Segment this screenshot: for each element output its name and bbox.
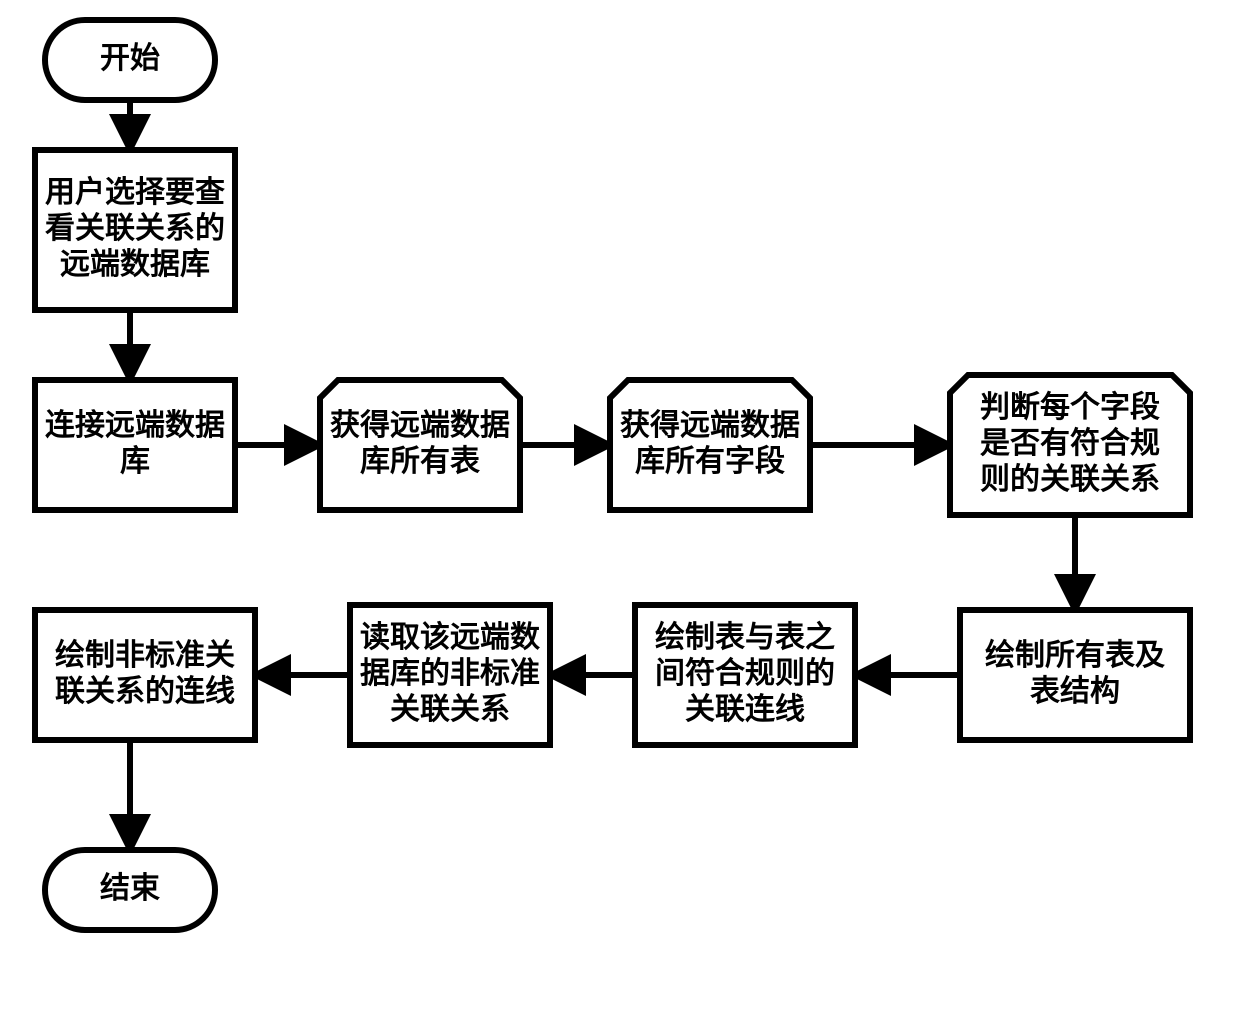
node-text-line: 绘制表与表之 — [655, 620, 835, 654]
node-n7: 绘制表与表之间符合规则的关联连线 — [635, 605, 855, 745]
node-n9: 绘制非标准关联关系的连线 — [35, 610, 255, 740]
node-text-line: 获得远端数据 — [330, 409, 510, 442]
node-text-line: 获得远端数据 — [620, 409, 800, 442]
node-text-line: 库 — [120, 445, 150, 478]
node-n1: 用户选择要查看关联关系的远端数据库 — [35, 150, 235, 310]
node-text-line: 是否有符合规 — [980, 426, 1160, 460]
node-text-line: 结束 — [100, 872, 160, 905]
node-text-line: 看关联关系的 — [45, 212, 225, 245]
node-n8: 读取该远端数据库的非标准关联关系 — [350, 605, 550, 745]
node-text-line: 连接远端数据 — [45, 409, 225, 442]
node-text-line: 远端数据库 — [60, 248, 210, 281]
node-n3: 获得远端数据库所有表 — [320, 380, 520, 510]
flowchart-canvas: 开始用户选择要查看关联关系的远端数据库连接远端数据库获得远端数据库所有表获得远端… — [0, 0, 1240, 1029]
node-text-line: 库所有字段 — [635, 444, 785, 478]
node-text-line: 关联关系 — [390, 693, 510, 726]
node-text-line: 读取该远端数 — [360, 621, 541, 654]
node-n6: 绘制所有表及表结构 — [960, 610, 1190, 740]
node-text-line: 据库的非标准 — [360, 657, 540, 690]
node-text-line: 绘制所有表及 — [985, 638, 1165, 672]
node-text-line: 绘制非标准关 — [55, 638, 235, 672]
node-text-line: 开始 — [100, 42, 160, 75]
node-text-line: 用户选择要查 — [45, 176, 225, 209]
node-n5: 判断每个字段是否有符合规则的关联关系 — [950, 375, 1190, 515]
node-n2: 连接远端数据库 — [35, 380, 235, 510]
node-text-line: 联关系的连线 — [55, 675, 235, 708]
node-start: 开始 — [45, 20, 215, 100]
node-text-line: 关联连线 — [685, 693, 805, 726]
node-text-line: 表结构 — [1030, 675, 1120, 708]
node-text-line: 间符合规则的 — [655, 656, 835, 690]
node-n4: 获得远端数据库所有字段 — [610, 380, 810, 510]
node-text-line: 库所有表 — [360, 445, 480, 478]
node-text-line: 判断每个字段 — [980, 390, 1160, 424]
node-text-line: 则的关联关系 — [980, 463, 1160, 496]
node-end: 结束 — [45, 850, 215, 930]
